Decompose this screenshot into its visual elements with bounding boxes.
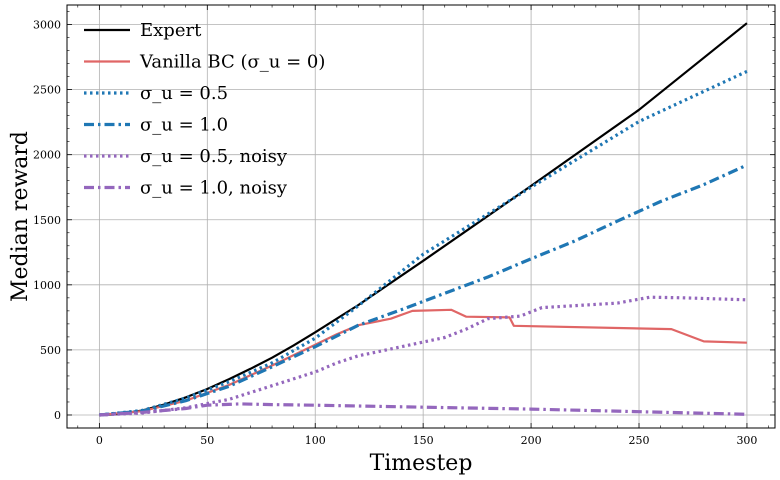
x-tick-label: 250 (629, 434, 650, 447)
x-axis-label: Timestep (370, 451, 473, 476)
x-tick-label: 100 (305, 434, 326, 447)
y-tick-label: 2500 (33, 84, 61, 97)
series-line-4 (99, 163, 748, 417)
plot-frame (66, 4, 776, 429)
y-tick-label: 500 (40, 344, 61, 357)
axes: 0 50 100 150 200 250 3000500100015002000250030… (33, 4, 776, 447)
x-tick-label: 0 (96, 434, 103, 447)
y-tick-label: 2000 (33, 149, 61, 162)
x-tick-label: 300 (736, 434, 757, 447)
legend-label-4: σ_u = 1.0 (140, 115, 228, 136)
legend-label-1: Expert (140, 20, 202, 41)
legend-label-6: σ_u = 1.0, noisy (140, 178, 288, 199)
y-tick-label: 1500 (33, 214, 61, 227)
y-axis-label: Median reward (8, 131, 33, 302)
x-tick-label: 200 (521, 434, 542, 447)
x-tick-label: 150 (413, 434, 434, 447)
legend-label-3: σ_u = 0.5 (140, 83, 228, 104)
legend-label-2: Vanilla BC (σ_u = 0) (139, 52, 325, 73)
grid (67, 5, 775, 428)
y-tick-label: 3000 (33, 19, 61, 32)
series-lines (99, 22, 748, 417)
legend-label-5: σ_u = 0.5, noisy (140, 146, 288, 167)
x-tick-label: 50 (200, 434, 214, 447)
series-line-6 (99, 402, 747, 417)
series-line-3 (99, 69, 748, 417)
y-tick-label: 1000 (33, 279, 61, 292)
series-line-5 (99, 295, 747, 417)
legend: Expert Vanilla BC (σ_u = 0) σ_u = 0.5 σ_u =… (84, 20, 325, 199)
y-tick-label: 0 (54, 409, 61, 422)
